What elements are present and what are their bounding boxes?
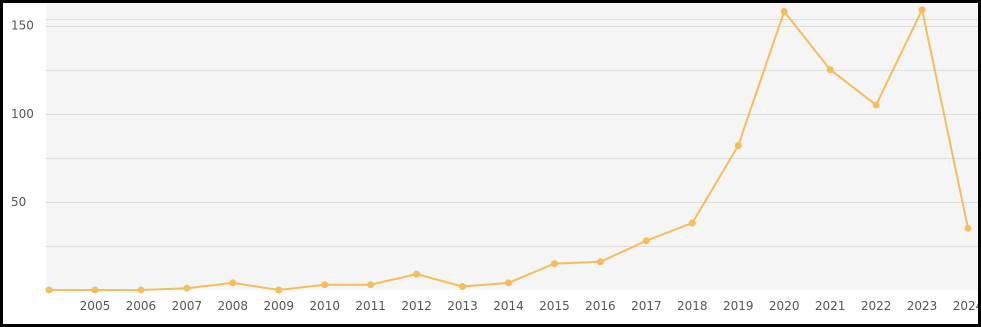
- x-tick-label: 2023: [907, 299, 938, 313]
- data-point[interactable]: [229, 279, 237, 287]
- x-tick-label: 2018: [677, 299, 708, 313]
- data-point[interactable]: [321, 281, 329, 289]
- data-point[interactable]: [780, 8, 788, 15]
- x-tick-label: 2019: [723, 299, 754, 313]
- x-tick-label: 2017: [631, 299, 662, 313]
- data-point[interactable]: [642, 237, 650, 245]
- data-point[interactable]: [459, 283, 467, 290]
- x-tick-label: 2008: [218, 299, 249, 313]
- data-point[interactable]: [826, 66, 834, 74]
- data-point[interactable]: [183, 284, 191, 292]
- plot-background: [46, 3, 978, 290]
- y-tick-label: 150: [11, 19, 34, 33]
- x-tick-label: 2016: [585, 299, 616, 313]
- x-tick-label: 2006: [126, 299, 157, 313]
- x-tick-label: 2022: [861, 299, 892, 313]
- data-point[interactable]: [918, 6, 926, 14]
- data-point[interactable]: [413, 270, 421, 278]
- x-tick-label: 2010: [309, 299, 340, 313]
- data-point[interactable]: [367, 281, 375, 289]
- data-point[interactable]: [964, 224, 972, 232]
- gridlines: [46, 19, 978, 247]
- x-tick-label: 2020: [769, 299, 800, 313]
- y-axis-ticks: 50 100 150: [11, 19, 34, 209]
- x-tick-label: 2014: [493, 299, 524, 313]
- x-tick-label: 2024: [953, 299, 978, 313]
- data-point[interactable]: [551, 260, 558, 268]
- x-tick-label: 2013: [447, 299, 478, 313]
- x-tick-label: 2005: [80, 299, 111, 313]
- x-tick-label: 2012: [401, 299, 432, 313]
- data-points: [45, 6, 972, 294]
- x-axis-ticks: 2005 2006 2007 2008 2009 2010 2011 2012 2013 2014…: [80, 299, 978, 313]
- x-tick-label: 2021: [815, 299, 846, 313]
- data-point[interactable]: [275, 286, 283, 294]
- data-point[interactable]: [872, 101, 880, 109]
- y-tick-label: 100: [11, 107, 34, 121]
- data-point[interactable]: [91, 286, 99, 294]
- y-tick-label: 50: [11, 195, 26, 209]
- data-point[interactable]: [45, 286, 53, 294]
- x-tick-label: 2007: [172, 299, 203, 313]
- line-chart: 50 100 150 2005 2006 2007 2008 2009 2010 2011 201…: [11, 3, 978, 313]
- data-point[interactable]: [596, 258, 604, 266]
- x-tick-label: 2011: [355, 299, 386, 313]
- x-tick-label: 2009: [263, 299, 294, 313]
- x-tick-label: 2015: [539, 299, 570, 313]
- data-point[interactable]: [734, 142, 742, 149]
- data-point[interactable]: [688, 219, 696, 227]
- data-point[interactable]: [505, 279, 512, 287]
- data-point[interactable]: [137, 286, 145, 294]
